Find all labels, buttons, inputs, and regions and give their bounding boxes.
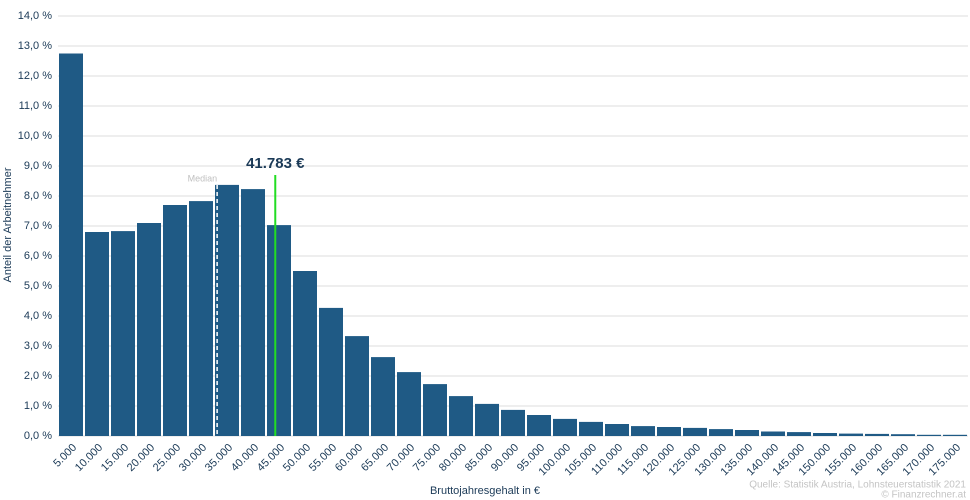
source: Quelle: Statistik Austria, Lohnsteuersta… [749,480,966,491]
bar [423,384,447,436]
y-tick-label: 0,0 % [24,430,52,442]
copyright: © Finanzrechner.at [881,490,966,500]
x-tick-label: 45.000 [255,442,287,474]
bar [215,184,239,436]
x-tick-label: 55.000 [307,442,339,474]
x-tick-label: 50.000 [281,442,313,474]
x-axis-label: Bruttojahresgehalt in € [430,485,540,497]
bar [267,225,291,436]
y-tick-label: 7,0 % [24,220,52,232]
bar [475,403,499,436]
bar [657,427,681,436]
y-tick-label: 11,0 % [19,100,53,112]
x-tick-label: 35.000 [203,442,235,474]
y-tick-label: 1,0 % [24,400,52,412]
x-tick-label: 15.000 [99,442,131,474]
bar [345,336,369,436]
bar [111,231,135,436]
y-tick-label: 12,0 % [18,70,52,82]
average-label: 41.783 € [246,155,305,172]
bar [631,426,655,436]
bar [501,409,525,436]
y-tick-label: 5,0 % [24,280,52,292]
y-tick-label: 14,0 % [18,10,52,22]
x-tick-label: 75.000 [411,442,443,474]
bar [579,421,603,436]
x-tick-label: 65.000 [359,442,391,474]
x-tick-label: 60.000 [333,442,365,474]
bar [553,418,577,436]
x-tick-label: 90.000 [489,442,521,474]
x-tick-label: 70.000 [385,442,417,474]
bar [917,434,941,436]
x-tick-label: 85.000 [463,442,495,474]
bar [683,427,707,436]
median-label: Median [188,173,218,183]
x-tick-label: 20.000 [125,442,157,474]
bar [137,223,161,436]
bar [787,432,811,436]
bar [397,372,421,436]
x-tick-label: 80.000 [437,442,469,474]
bar [59,53,83,436]
bar [527,415,551,436]
bar [449,396,473,436]
y-tick-label: 10,0 % [18,130,52,142]
bar [735,430,759,436]
bar [241,189,265,436]
bar [371,357,395,436]
bar [839,433,863,436]
bar [761,431,785,436]
y-tick-label: 13,0 % [18,40,52,52]
y-tick-label: 4,0 % [24,310,52,322]
y-tick-label: 3,0 % [24,340,52,352]
bar [813,433,837,436]
bar [865,433,889,436]
bar [605,424,629,436]
y-tick-label: 8,0 % [24,190,52,202]
bar [891,434,915,436]
bar [85,232,109,436]
x-tick-label: 10.000 [73,442,105,474]
bar [293,271,317,436]
x-tick-label: 25.000 [151,442,183,474]
y-tick-label: 6,0 % [24,250,52,262]
y-tick-label: 2,0 % [24,370,52,382]
x-tick-label: 40.000 [229,442,261,474]
bar [709,429,733,436]
bar [943,434,967,436]
y-tick-label: 9,0 % [24,160,52,172]
bar [319,307,343,436]
bar [189,201,213,436]
y-axis-label: Anteil der Arbeitnehmer [2,167,14,282]
x-tick-label: 30.000 [177,442,209,474]
bar [163,205,187,436]
